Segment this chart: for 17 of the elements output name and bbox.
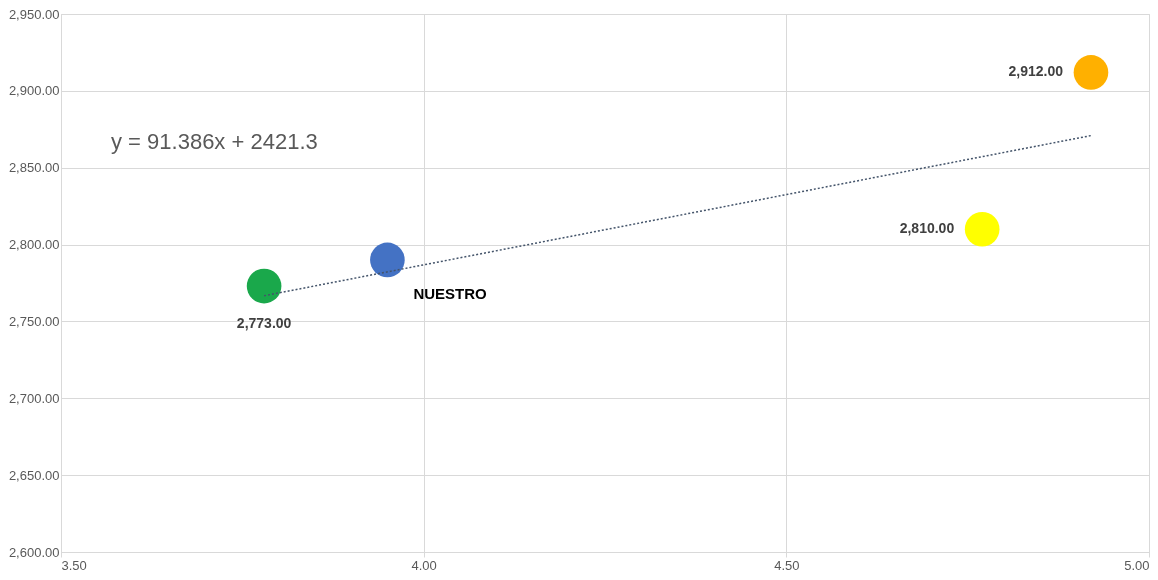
y-tick-label: 2,650.00 <box>8 467 60 483</box>
y-tick-label: 2,750.00 <box>8 313 60 329</box>
annotation: y = 91.386x + 2421.3 <box>111 129 318 154</box>
annotation: NUESTRO <box>413 284 488 302</box>
y-tick-label: 2,850.00 <box>8 160 60 176</box>
data-label: 2,773.00 <box>236 315 292 332</box>
y-tick-label: 2,700.00 <box>8 390 60 406</box>
data-label: 2,810.00 <box>899 220 955 237</box>
x-tick-label: 3.50 <box>61 557 87 573</box>
x-tick-label: 4.00 <box>411 557 437 573</box>
x-tick-label: 4.50 <box>774 557 800 573</box>
x-tick-label: 5.00 <box>1124 557 1150 573</box>
y-tick-label: 2,950.00 <box>8 6 60 22</box>
y-tick-label: 2,600.00 <box>8 544 60 560</box>
data-label: 2,912.00 <box>1008 63 1064 80</box>
y-tick-label: 2,900.00 <box>8 83 60 99</box>
y-tick-label: 2,800.00 <box>8 237 60 253</box>
